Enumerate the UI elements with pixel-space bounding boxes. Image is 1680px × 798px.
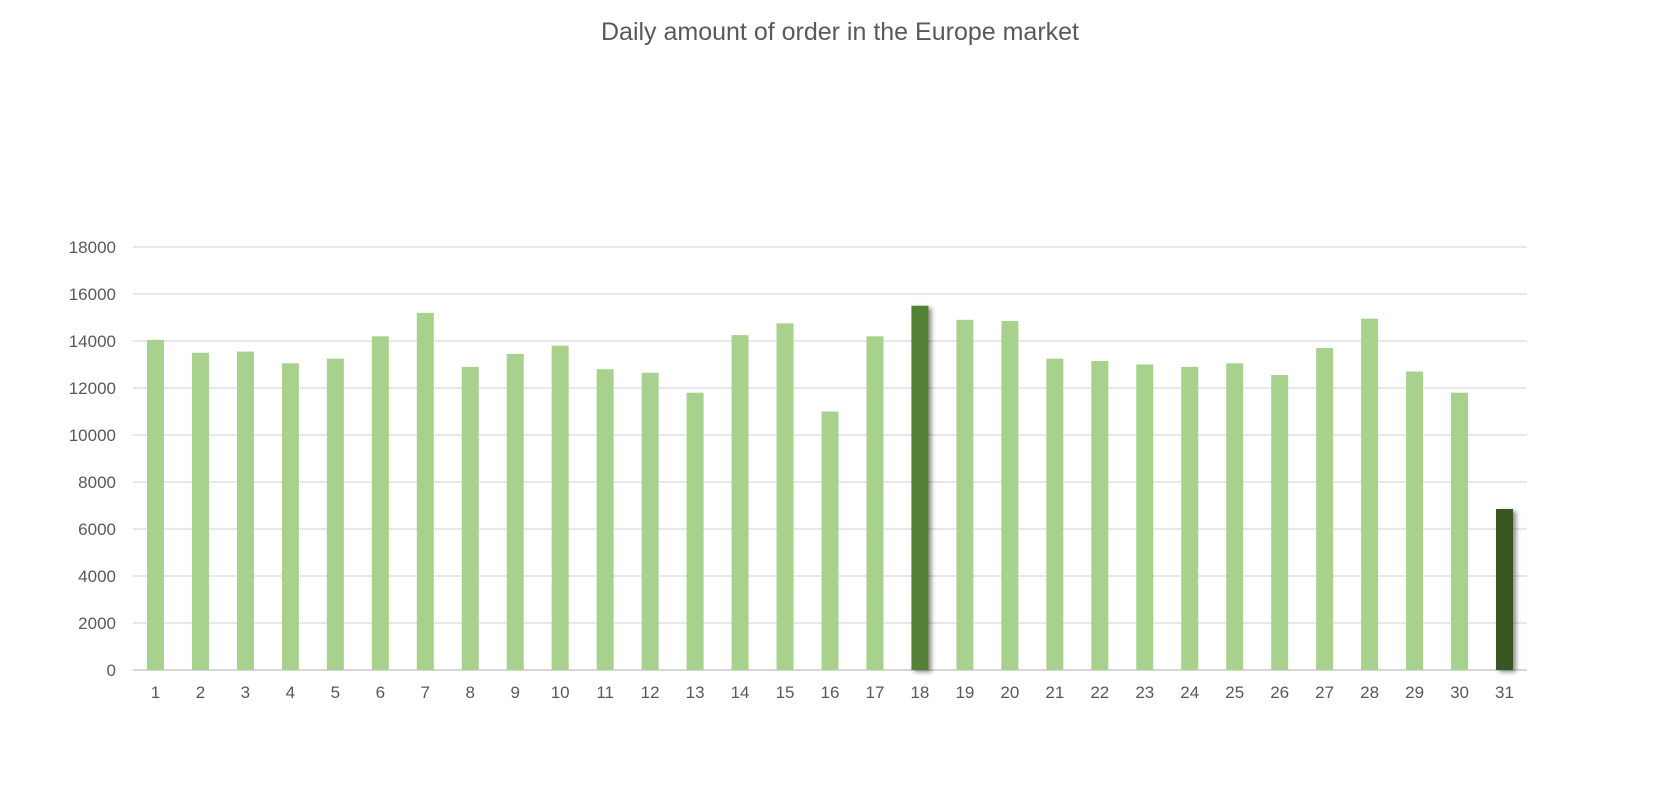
bar — [326, 358, 344, 670]
bar — [461, 366, 479, 670]
x-tick-label: 21 — [1045, 683, 1064, 702]
bar — [866, 336, 884, 670]
chart-title: Daily amount of order in the Europe mark… — [600, 18, 1079, 46]
bar — [956, 319, 974, 670]
x-tick-label: 17 — [866, 683, 885, 702]
x-tick-label: 27 — [1315, 683, 1334, 702]
x-tick-label: 16 — [821, 683, 840, 702]
x-tick-label: 23 — [1135, 683, 1154, 702]
bar — [1451, 392, 1469, 670]
bar — [191, 352, 209, 670]
bar — [236, 351, 254, 670]
x-tick-label: 15 — [776, 683, 795, 702]
bar — [731, 335, 749, 670]
y-tick-label: 16000 — [69, 285, 116, 304]
bar — [1001, 321, 1019, 670]
x-tick-label: 20 — [1000, 683, 1019, 702]
x-axis-tick-labels: 1 2 3 4 5 6 7 8 9 10 11 12 13 14 15 16 17 18 19 20 21 22 23 24 2… — [151, 683, 1514, 702]
x-tick-label: 30 — [1450, 683, 1469, 702]
bars — [146, 305, 1514, 670]
bar — [416, 312, 434, 670]
x-tick-label: 2 — [196, 683, 205, 702]
x-tick-label: 18 — [910, 683, 929, 702]
x-tick-label: 10 — [551, 683, 570, 702]
bar-highlighted — [1496, 509, 1514, 670]
y-tick-label: 4000 — [78, 567, 116, 586]
bar — [1091, 360, 1109, 670]
x-tick-label: 5 — [331, 683, 340, 702]
y-tick-label: 18000 — [69, 238, 116, 257]
bar — [1181, 366, 1199, 670]
y-tick-label: 8000 — [78, 473, 116, 492]
x-tick-label: 6 — [376, 683, 385, 702]
bar — [596, 369, 614, 670]
bar — [641, 372, 659, 670]
y-tick-label: 0 — [107, 661, 116, 680]
y-tick-label: 10000 — [69, 426, 116, 445]
bar — [821, 411, 839, 670]
y-tick-label: 14000 — [69, 332, 116, 351]
bar-highlighted — [911, 305, 929, 670]
y-axis-tick-labels: 0 2000 4000 6000 8000 10000 12000 14000 16000 180… — [69, 238, 116, 680]
bar — [1136, 364, 1154, 670]
bar — [686, 392, 704, 670]
y-tick-label: 12000 — [69, 379, 116, 398]
x-tick-label: 14 — [731, 683, 750, 702]
y-tick-label: 6000 — [78, 520, 116, 539]
x-tick-label: 8 — [466, 683, 475, 702]
bar — [1361, 318, 1379, 670]
bar — [1046, 358, 1064, 670]
x-tick-label: 7 — [421, 683, 430, 702]
y-tick-label: 2000 — [78, 614, 116, 633]
bar — [776, 323, 794, 670]
bar — [1406, 371, 1424, 670]
x-tick-label: 1 — [151, 683, 160, 702]
x-tick-label: 19 — [955, 683, 974, 702]
bar — [146, 339, 164, 670]
x-tick-label: 3 — [241, 683, 250, 702]
x-tick-label: 11 — [596, 683, 614, 702]
x-tick-label: 28 — [1360, 683, 1379, 702]
x-tick-label: 22 — [1090, 683, 1109, 702]
bar — [1316, 348, 1334, 670]
x-tick-label: 24 — [1180, 683, 1199, 702]
x-tick-label: 4 — [286, 683, 295, 702]
bar — [281, 363, 299, 670]
bar — [1226, 363, 1244, 670]
bar — [1271, 375, 1289, 670]
x-tick-label: 26 — [1270, 683, 1289, 702]
x-tick-label: 31 — [1495, 683, 1514, 702]
x-tick-label: 29 — [1405, 683, 1424, 702]
bar — [506, 353, 524, 670]
x-tick-label: 13 — [686, 683, 705, 702]
bar — [551, 345, 569, 670]
bar — [371, 336, 389, 670]
x-tick-label: 12 — [641, 683, 660, 702]
x-tick-label: 25 — [1225, 683, 1244, 702]
x-tick-label: 9 — [510, 683, 519, 702]
